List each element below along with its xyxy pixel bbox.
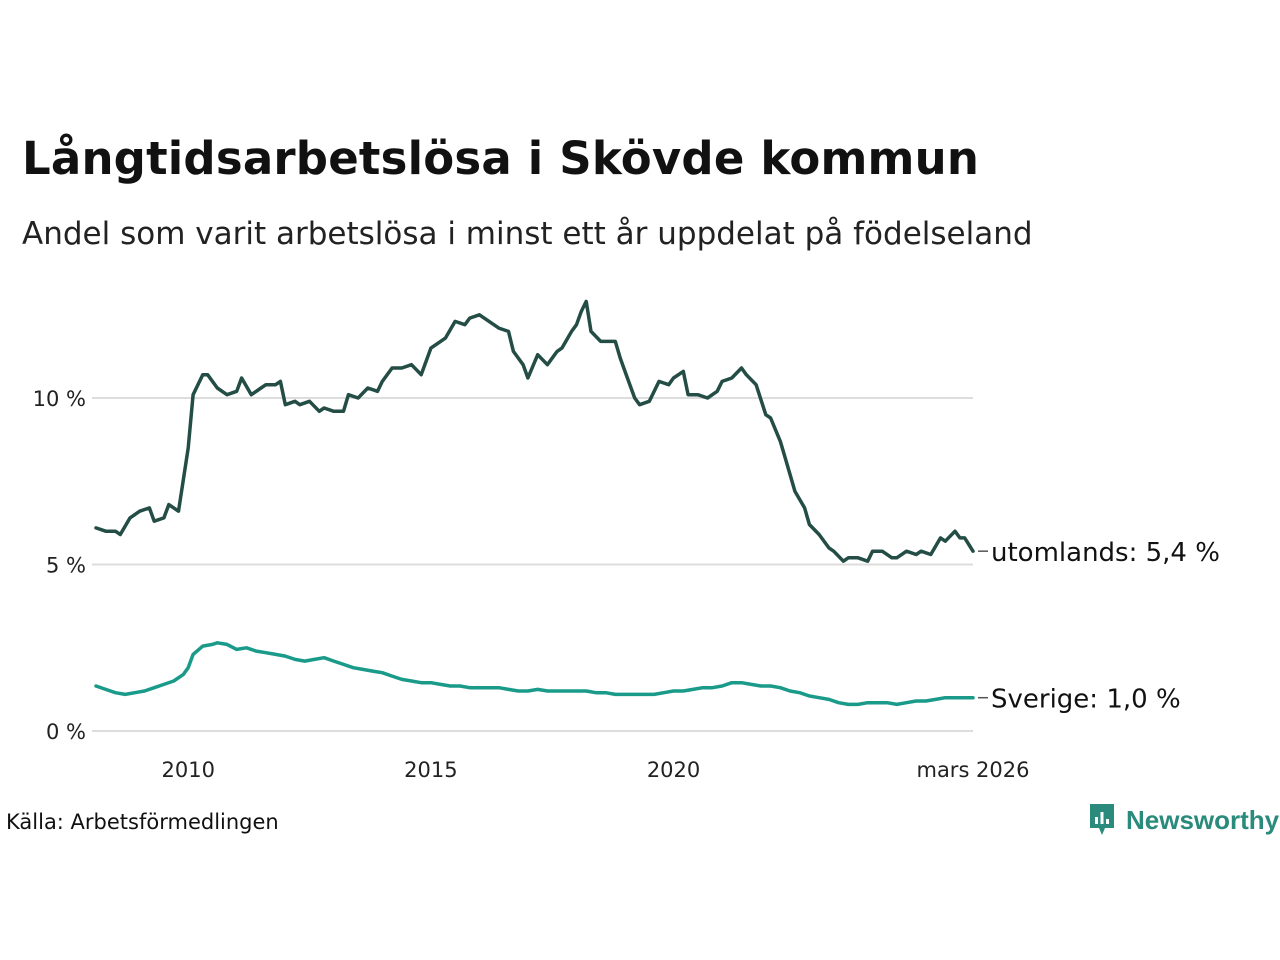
x-axis-ticks: 2010 2015 2020 mars 2026	[161, 758, 1029, 782]
chart-title: Långtidsarbetslösa i Skövde kommun	[22, 132, 980, 185]
series-end-labels: utomlands: 5,4 % Sverige: 1,0 %	[978, 538, 1220, 715]
line-chart: 0 % 5 % 10 % 2010 2015 2020 mars 2026 utomlan…	[33, 299, 1220, 782]
y-tick-label: 10 %	[33, 387, 86, 411]
x-tick-label: 2015	[404, 758, 457, 782]
x-tick-label: 2010	[161, 758, 214, 782]
brand-name: Newsworthy	[1126, 804, 1280, 835]
brand[interactable]: Newsworthy	[1088, 802, 1279, 838]
series-lines	[94, 299, 975, 707]
x-tick-label: 2020	[647, 758, 700, 782]
end-label-sverige: Sverige: 1,0 %	[991, 685, 1181, 715]
series-line-utomlands	[94, 299, 975, 563]
y-axis-ticks: 0 % 5 % 10 %	[33, 387, 86, 744]
gridlines	[92, 397, 973, 732]
chart-subtitle: Andel som varit arbetslösa i minst ett å…	[22, 216, 1033, 252]
x-tick-label: mars 2026	[916, 758, 1029, 782]
source-note: Källa: Arbetsförmedlingen	[6, 810, 279, 834]
newsworthy-logo-icon	[1090, 804, 1114, 835]
end-label-utomlands: utomlands: 5,4 %	[991, 538, 1220, 568]
series-line-sverige	[94, 641, 975, 707]
y-tick-label: 0 %	[46, 720, 86, 744]
y-tick-label: 5 %	[46, 554, 86, 578]
